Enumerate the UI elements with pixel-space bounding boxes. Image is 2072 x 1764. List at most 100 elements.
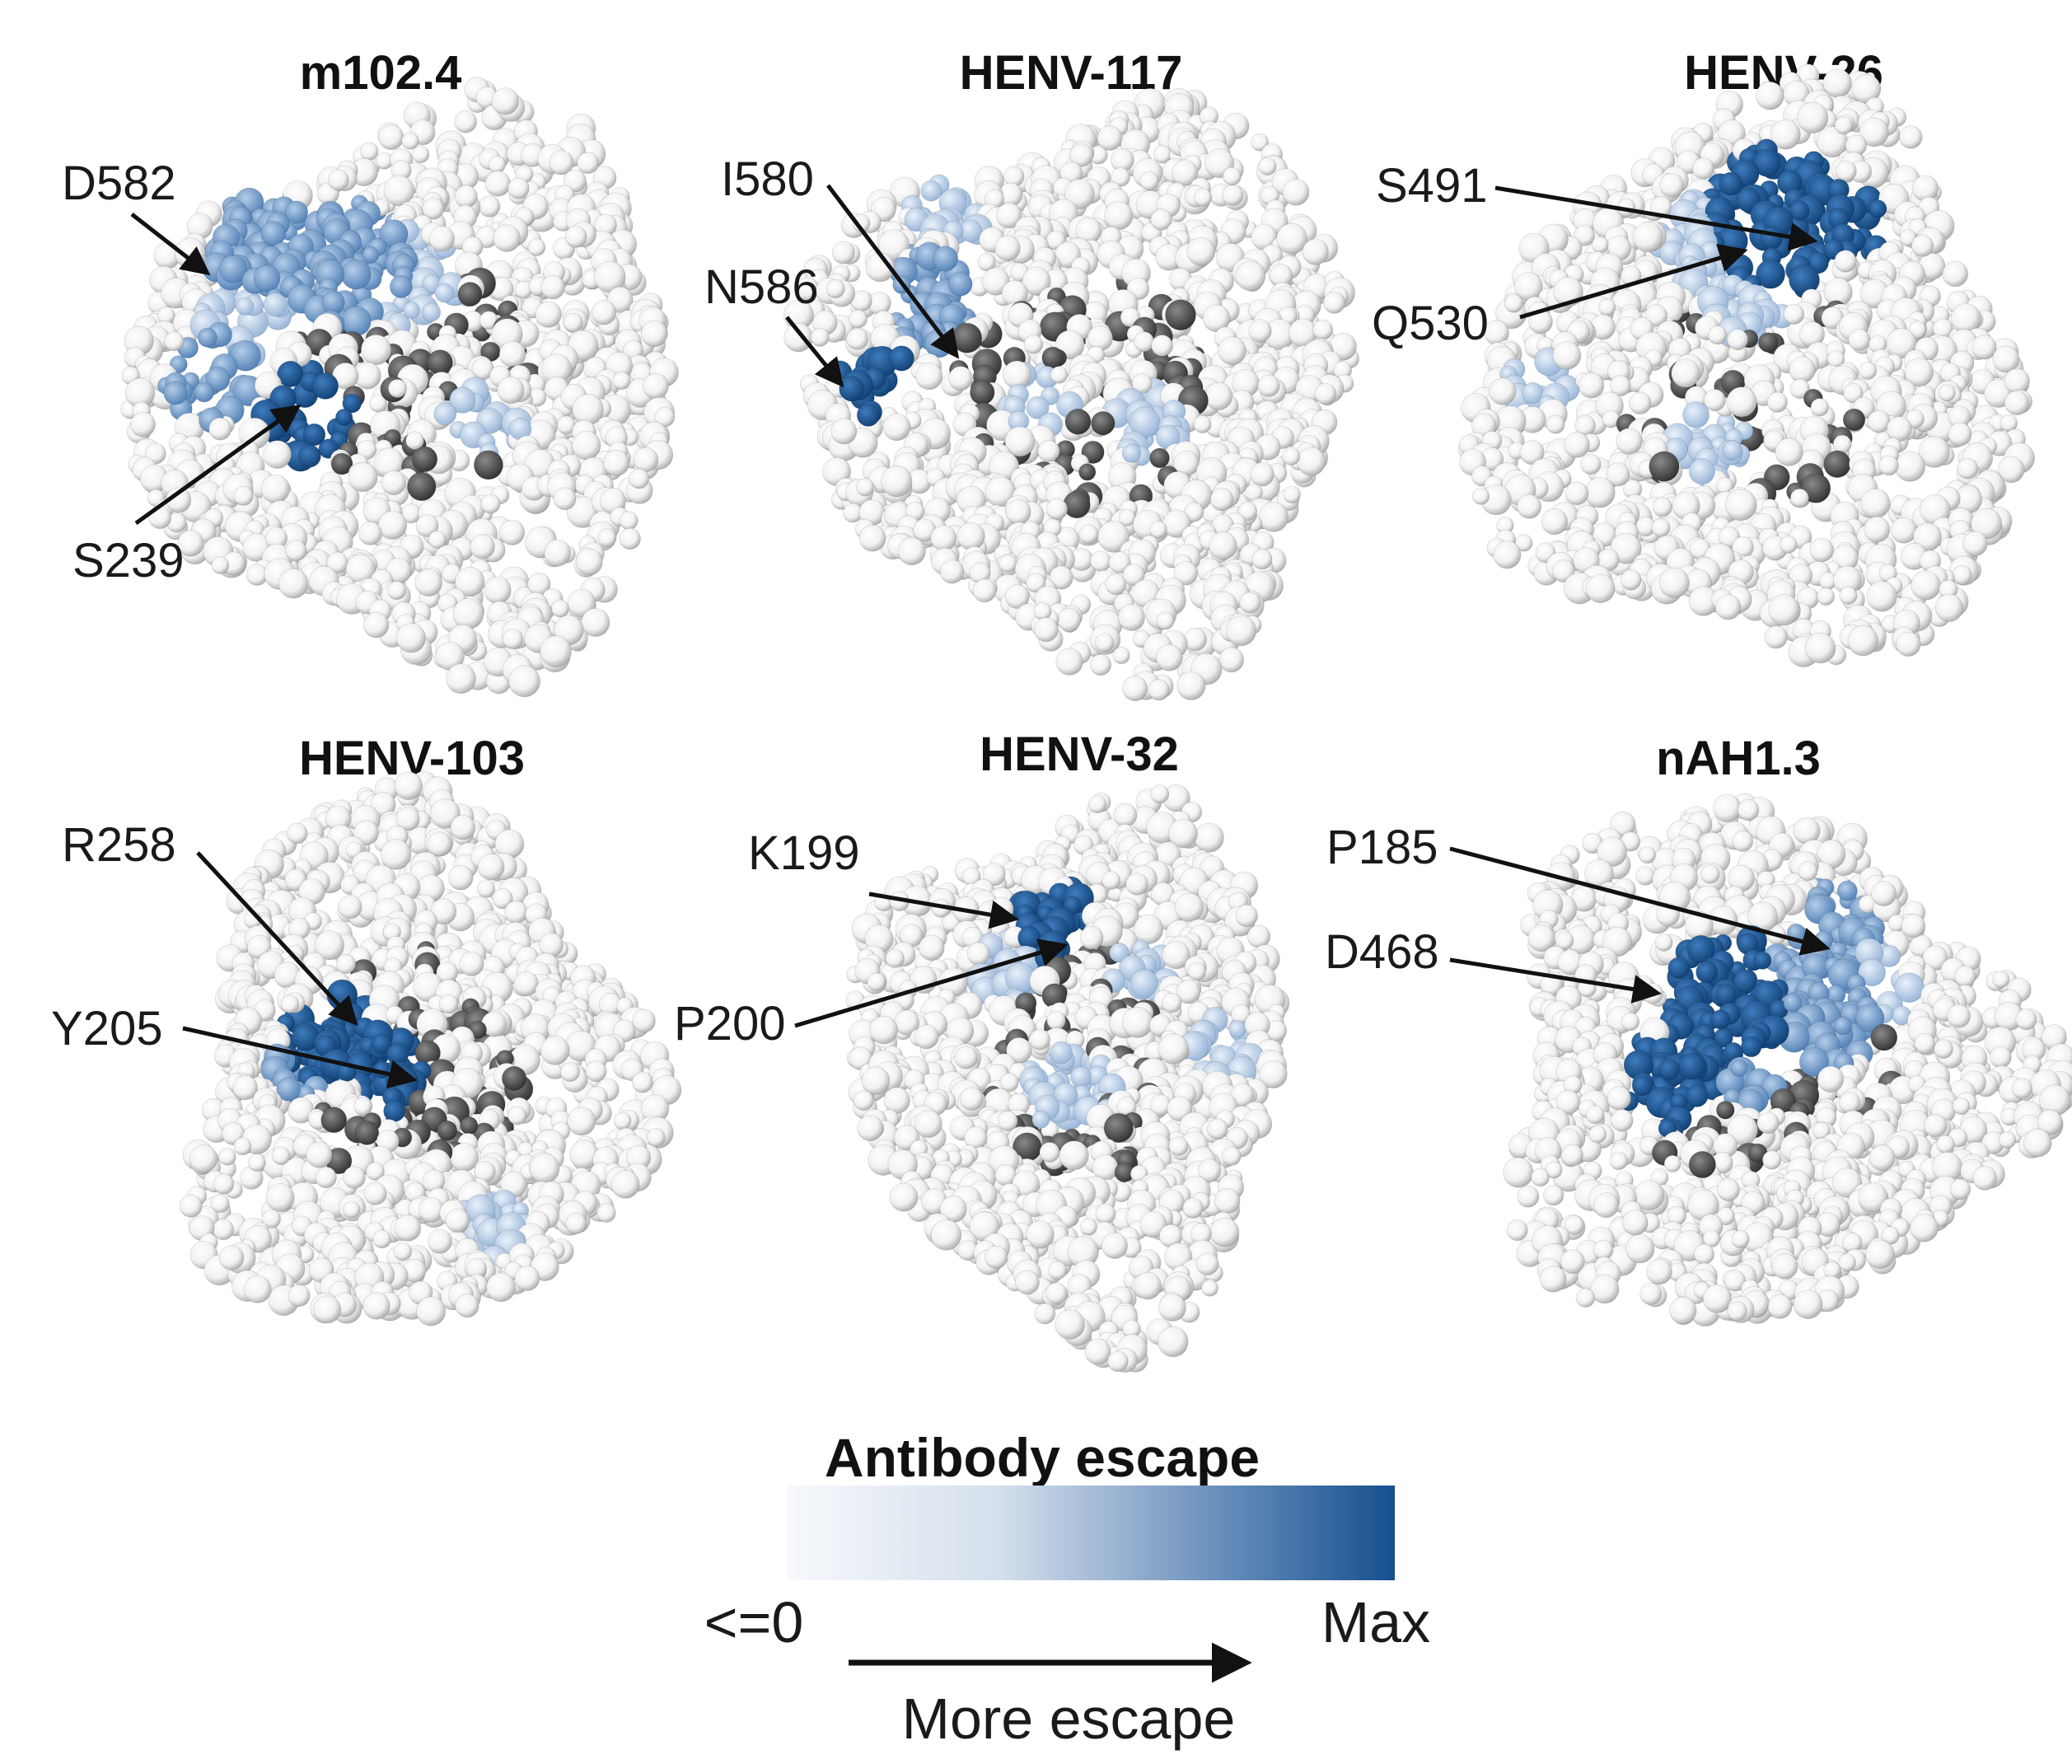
atom-sphere (858, 524, 886, 552)
protein-surface-henv-103 (179, 770, 682, 1327)
atom-sphere (1133, 914, 1164, 945)
atom-sphere (1104, 201, 1134, 231)
atom-sphere (497, 376, 525, 405)
atom-sphere (477, 853, 505, 881)
atom-sphere (643, 372, 669, 400)
atom-sphere (1121, 1006, 1153, 1038)
atom-sphere (1591, 236, 1609, 254)
atom-sphere (1890, 517, 1917, 544)
atom-sphere (1724, 489, 1757, 522)
atom-sphere (1726, 386, 1757, 418)
atom-sphere (1225, 615, 1257, 647)
atom-sphere (1314, 382, 1337, 405)
atom-sphere (360, 142, 379, 161)
atom-sphere (427, 831, 452, 857)
atom-sphere (338, 895, 362, 919)
protein-surface-henv-117 (783, 87, 1359, 702)
atom-sphere (395, 623, 426, 653)
atom-sphere (849, 309, 868, 329)
atom-sphere (1151, 335, 1173, 357)
atom-sphere (1282, 447, 1301, 466)
atom-sphere (1223, 166, 1242, 186)
atom-sphere (810, 327, 830, 347)
atom-sphere (1078, 524, 1099, 545)
atom-sphere (1504, 293, 1523, 313)
atom-sphere (1756, 81, 1784, 110)
atom-sphere (457, 282, 483, 307)
atom-sphere (529, 1153, 560, 1184)
atom-sphere (1866, 581, 1897, 612)
atom-sphere (460, 1116, 479, 1135)
atom-sphere (377, 510, 408, 540)
residue-label-y205: Y205 (51, 1002, 162, 1055)
atom-sphere (1239, 592, 1261, 614)
atom-sphere (1148, 679, 1170, 701)
atom-sphere (1174, 892, 1204, 922)
atom-sphere (1118, 604, 1145, 631)
atom-sphere (1714, 594, 1742, 620)
atom-sphere (1097, 125, 1123, 151)
atom-sphere (1598, 298, 1616, 316)
atom-sphere (1125, 873, 1148, 896)
atom-sphere (362, 1292, 391, 1320)
atom-sphere (1055, 648, 1083, 676)
atom-sphere (218, 1148, 236, 1166)
atom-sphere (1088, 795, 1107, 814)
atom-sphere (629, 468, 649, 489)
atom-sphere (130, 411, 156, 437)
atom-sphere (1149, 521, 1167, 539)
atom-sphere (1005, 498, 1031, 525)
atom-sphere (1835, 160, 1857, 182)
atom-sphere (1064, 408, 1092, 435)
atom-sphere (1628, 391, 1652, 415)
atom-sphere (381, 470, 406, 496)
atom-sphere (1489, 377, 1517, 405)
atom-sphere (407, 471, 437, 502)
atom-sphere (1029, 1029, 1050, 1050)
atom-sphere (1848, 328, 1871, 351)
atom-sphere (383, 1100, 406, 1122)
atom-sphere (1112, 646, 1130, 665)
atom-sphere (438, 994, 459, 1014)
atom-sphere (1156, 611, 1175, 630)
atom-sphere (1727, 329, 1749, 351)
atom-sphere (353, 1097, 372, 1116)
atom-sphere (1033, 602, 1052, 620)
atom-sphere (1864, 516, 1891, 543)
atom-sphere (948, 366, 973, 391)
atom-sphere (411, 145, 430, 164)
atom-sphere (1493, 540, 1522, 569)
atom-sphere (972, 578, 997, 603)
residue-label-n586: N586 (704, 260, 819, 314)
atom-sphere (619, 527, 641, 550)
atom-sphere (1165, 299, 1196, 331)
atom-sphere (1222, 184, 1244, 206)
atom-sphere (880, 465, 913, 498)
atom-sphere (507, 1106, 527, 1125)
atom-sphere (1089, 653, 1112, 676)
atom-sphere (1620, 569, 1642, 591)
atom-sphere (1209, 531, 1237, 560)
atom-sphere (450, 814, 476, 840)
atom-sphere (1050, 366, 1069, 384)
atom-sphere (1130, 969, 1158, 998)
atom-sphere (493, 224, 521, 252)
atom-sphere (470, 534, 495, 559)
atom-sphere (612, 371, 631, 391)
atom-sphere (1868, 199, 1887, 218)
atom-sphere (478, 195, 501, 218)
atom-sphere (1282, 178, 1310, 206)
atom-sphere (1258, 157, 1277, 175)
atom-sphere (446, 663, 476, 694)
atom-sphere (1517, 494, 1542, 519)
atom-sphere (932, 246, 959, 272)
atom-sphere (189, 1144, 218, 1173)
atom-sphere (897, 536, 926, 566)
atom-sphere (1218, 647, 1245, 673)
atom-sphere (1094, 633, 1115, 653)
atom-sphere (445, 1208, 470, 1233)
atom-sphere (540, 275, 565, 300)
atom-sphere (1938, 384, 1956, 402)
atom-sphere (491, 87, 519, 115)
atom-sphere (1847, 625, 1879, 657)
